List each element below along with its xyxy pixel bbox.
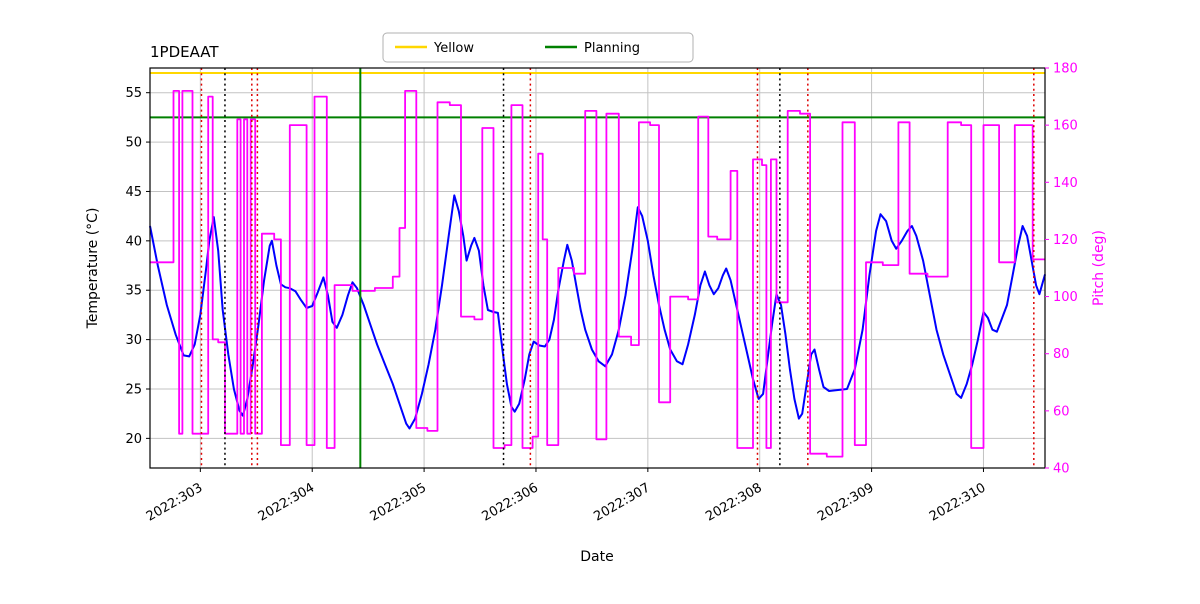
gridlines [150,68,1045,468]
x-tick-label: 2022:308 [703,480,764,524]
y-right-tick-label: 120 [1053,233,1078,248]
y-left-tick-label: 30 [125,333,142,348]
y-left-tick-label: 50 [125,136,142,151]
limit-lines [150,71,1045,119]
y-left-tick-label: 35 [125,284,142,299]
legend-label-yellow: Yellow [433,41,474,56]
x-tick-label: 2022:304 [256,480,317,524]
chart-title: 1PDEAAT [150,43,219,61]
y-right-tick-label: 140 [1053,176,1078,191]
y-right-tick-label: 100 [1053,290,1078,305]
event-lines [200,68,1035,468]
legend: Yellow Planning [382,32,694,63]
y-left-tick-label: 40 [125,234,142,249]
y-right-tick-label: 80 [1053,347,1070,362]
y-left-tick-label: 25 [125,382,142,397]
y-axis-label-left: Temperature (°C) [85,208,101,330]
y-axis-label-right: Pitch (deg) [1091,230,1107,306]
y-left-tick-label: 20 [125,432,142,447]
series-pitch [150,90,1045,458]
y-left-tick-label: 45 [125,185,142,200]
x-tick-label: 2022:306 [480,480,541,524]
series-temperature [149,194,1046,430]
x-tick-label: 2022:305 [368,480,429,524]
legend-label-planning: Planning [584,41,640,56]
x-tick-label: 2022:307 [591,480,652,524]
y-right-tick-label: 60 [1053,404,1070,419]
axis-ticks: 2022:303 2022:304 2022:305 2022:306 2022:307… [125,62,1077,525]
data-series [149,90,1046,458]
y-right-tick-label: 40 [1053,462,1070,477]
x-tick-label: 2022:303 [144,480,205,524]
x-tick-label: 2022:310 [927,480,988,524]
x-tick-label: 2022:309 [815,480,876,524]
y-left-tick-label: 55 [125,86,142,101]
y-right-tick-label: 160 [1053,119,1078,134]
plot-frame [149,67,1046,469]
legend-box [382,32,694,63]
y-right-tick-label: 180 [1053,62,1078,77]
x-axis-label: Date [580,549,613,565]
